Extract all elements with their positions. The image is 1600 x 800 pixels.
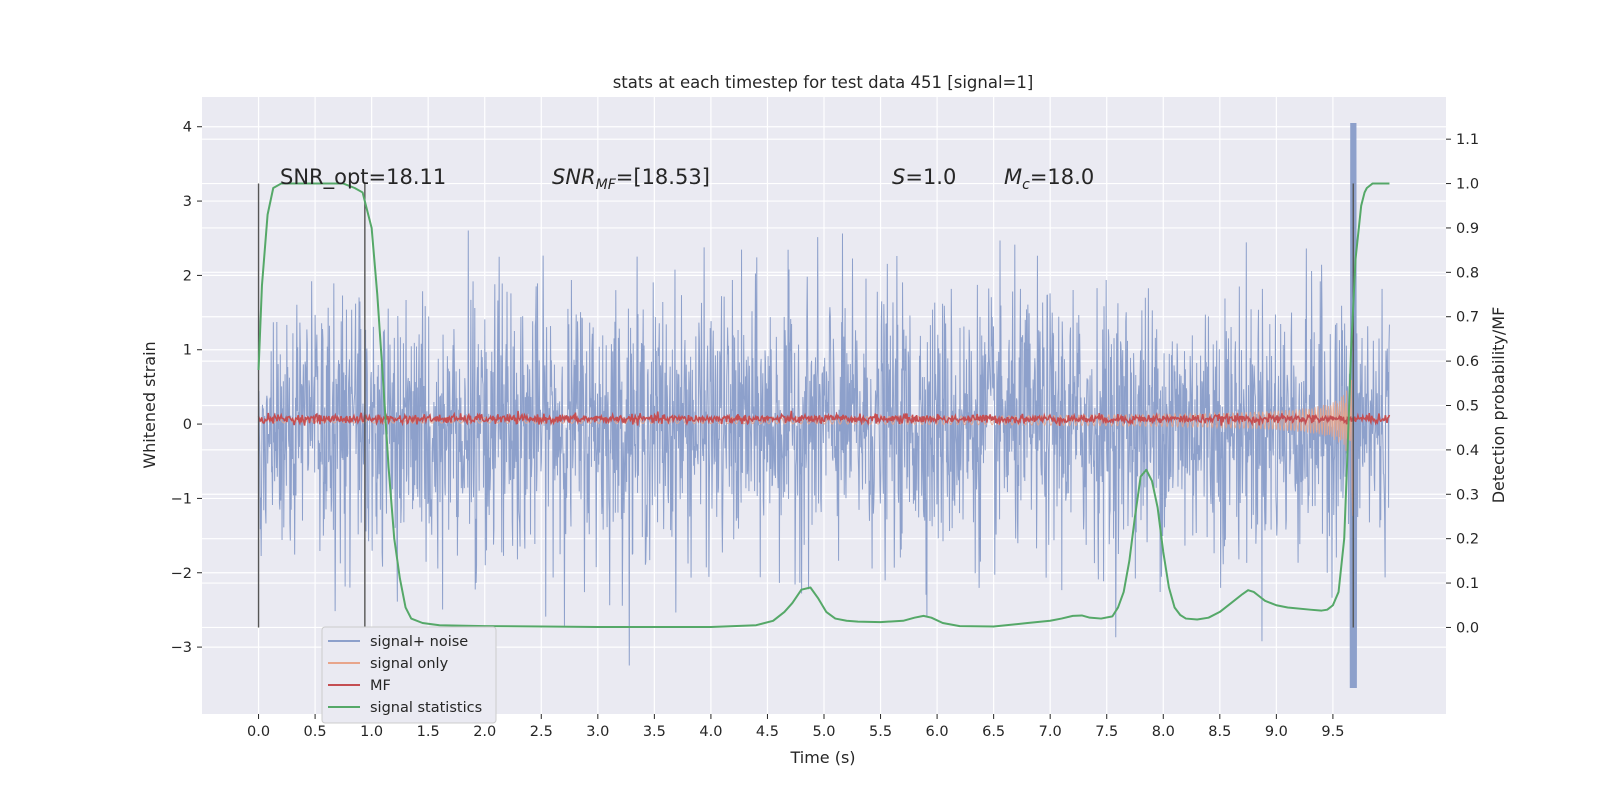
signal-statistics-series [257, 182, 1390, 628]
x-tick-label: 4.5 [756, 724, 779, 740]
right-y-tick-label: 0.4 [1456, 443, 1479, 459]
x-tick-label: 7.0 [1039, 724, 1062, 740]
right-y-tick-label: 0.6 [1456, 354, 1479, 370]
right-y-tick-label: 0.9 [1456, 221, 1479, 237]
left-y-tick-label: 2 [183, 268, 192, 284]
vertical-markers [257, 183, 1354, 628]
legend: signal+ noise signal only MF signal stat… [321, 626, 497, 724]
left-y-tick-label: 4 [183, 120, 192, 136]
x-tick-label: 9.0 [1265, 724, 1288, 740]
right-y-axis-label: Detection probability/MF [1489, 307, 1508, 504]
left-y-axis-label: Whitened strain [140, 341, 159, 468]
legend-label-signal-noise: signal+ noise [370, 634, 468, 650]
right-y-tick-label: 0.2 [1456, 532, 1479, 548]
right-y-tick-label: 1.1 [1456, 132, 1479, 148]
signal-plus-noise-line [258, 123, 1390, 688]
annotation-snr-opt: SNR_opt=18.11 [280, 165, 446, 190]
annotation-s-value: S=1.0 [892, 165, 956, 189]
x-tick-label: 5.5 [869, 724, 892, 740]
x-tick-label: 2.5 [530, 724, 553, 740]
x-tick-label: 1.0 [360, 724, 383, 740]
legend-label-signal-only: signal only [370, 656, 449, 672]
x-tick-label: 6.0 [926, 724, 949, 740]
right-y-axis-ticks: 1.1 1.0 0.9 0.8 0.7 0.6 0.5 0.4 0.3 0.2 0.1 0.0 [1446, 132, 1479, 636]
x-axis-label: Time (s) [789, 748, 855, 767]
x-tick-label: 0.5 [304, 724, 327, 740]
x-tick-label: 3.5 [643, 724, 666, 740]
right-y-tick-label: 0.1 [1456, 576, 1479, 592]
right-y-tick-label: 0.7 [1456, 310, 1479, 326]
legend-label-signal-statistics: signal statistics [370, 700, 482, 716]
left-y-tick-label: 1 [183, 343, 192, 359]
x-tick-label: 3.0 [586, 724, 609, 740]
mf-line [257, 410, 1391, 427]
annotation-snr-mf: SNRMF=[18.53] [552, 165, 710, 193]
signal-plus-noise-series [258, 123, 1390, 688]
legend-box [321, 626, 497, 724]
legend-label-mf: MF [370, 678, 391, 694]
right-y-tick-label: 0.3 [1456, 487, 1479, 503]
right-y-tick-label: 0.8 [1456, 265, 1479, 281]
right-y-tick-label: 0.0 [1456, 620, 1479, 636]
x-axis-ticks: 0.0 0.5 1.0 1.5 2.0 2.5 3.0 3.5 4.0 4.5 5.0 5.5 6.0 6… [247, 714, 1344, 740]
x-tick-label: 1.5 [417, 724, 440, 740]
right-y-tick-label: 1.0 [1456, 177, 1479, 193]
left-y-tick-label: −1 [171, 491, 192, 507]
mf-series [257, 410, 1391, 427]
left-y-tick-label: −2 [171, 566, 192, 582]
x-tick-label: 5.0 [812, 724, 835, 740]
x-tick-label: 7.5 [1095, 724, 1118, 740]
left-y-tick-label: 3 [183, 194, 192, 210]
x-tick-label: 4.0 [699, 724, 722, 740]
left-y-tick-label: −3 [171, 640, 192, 656]
chart-title: stats at each timestep for test data 451… [613, 73, 1034, 92]
x-tick-label: 2.0 [473, 724, 496, 740]
annotation-mc-value: Mc=18.0 [1004, 165, 1094, 193]
right-y-tick-label: 0.5 [1456, 399, 1479, 415]
x-tick-label: 0.0 [247, 724, 270, 740]
x-tick-label: 8.5 [1208, 724, 1231, 740]
x-tick-label: 9.5 [1321, 724, 1344, 740]
x-tick-label: 8.0 [1152, 724, 1175, 740]
left-y-axis-ticks: 4 3 2 1 0 −1 −2 −3 [171, 120, 202, 656]
left-y-tick-label: 0 [183, 417, 192, 433]
x-tick-label: 6.5 [982, 724, 1005, 740]
signal-statistics-line [257, 182, 1390, 628]
